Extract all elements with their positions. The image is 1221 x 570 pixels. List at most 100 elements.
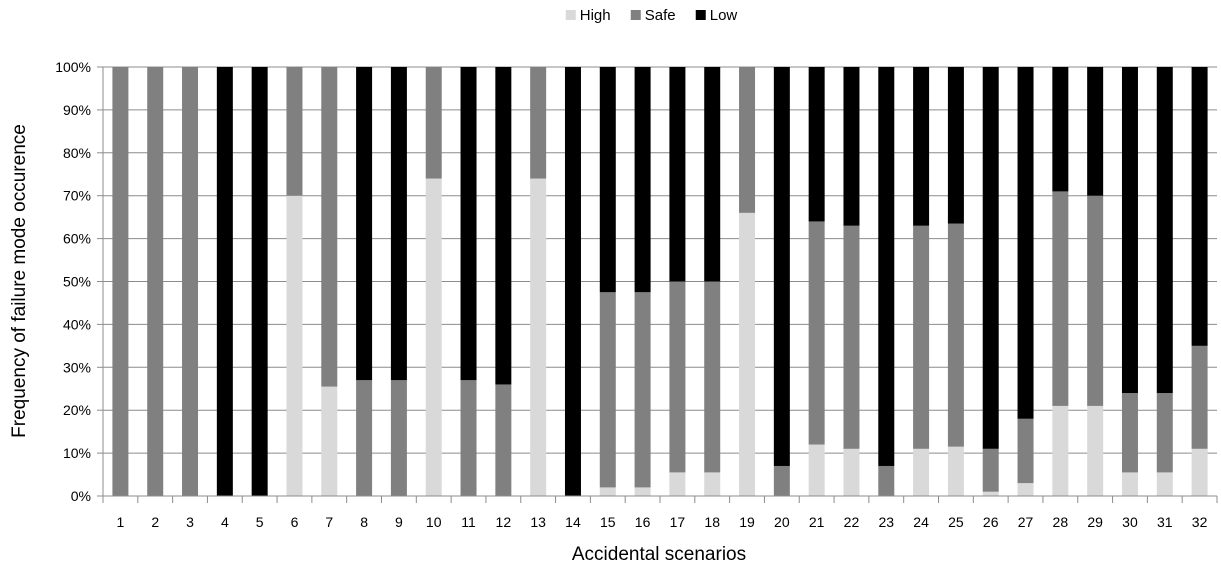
bar-segment-high [1156, 472, 1173, 496]
bar-segment-high [739, 212, 756, 497]
bar-segment-low [1052, 67, 1069, 192]
bar-segment-high [1017, 483, 1034, 496]
x-tick-label: 13 [530, 514, 546, 530]
x-tick-label: 31 [1157, 514, 1173, 530]
x-tick-label: 17 [670, 514, 686, 530]
bar-segment-high [425, 178, 442, 497]
x-tick-label: 19 [739, 514, 755, 530]
x-tick-label: 30 [1122, 514, 1138, 530]
x-tick-label: 23 [878, 514, 894, 530]
x-tick-label: 11 [461, 514, 476, 530]
bar-segment-safe [808, 221, 825, 445]
bar-segment-safe [773, 465, 790, 496]
bars [112, 67, 1208, 497]
gridlines [103, 66, 1217, 497]
bar-segment-high [530, 178, 547, 497]
y-tick-label: 50% [63, 274, 91, 290]
x-axis-title: Accidental scenarios [572, 544, 746, 565]
x-tick-label: 26 [983, 514, 999, 530]
bar-segment-low [913, 67, 930, 226]
bar-segment-low [599, 67, 616, 293]
bar-segment-high [599, 487, 616, 496]
bar-segment-safe [1191, 345, 1208, 449]
x-tick-label: 22 [844, 514, 860, 530]
bar-segment-safe [947, 223, 964, 447]
bar-segment-safe [599, 292, 616, 488]
bar-segment-low [390, 67, 407, 381]
bar-segment-safe [634, 292, 651, 488]
bar-segment-high [1087, 405, 1104, 496]
x-tick-label: 25 [948, 514, 964, 530]
bar-segment-high [1052, 405, 1069, 496]
legend-label: Safe [645, 7, 676, 24]
x-tick-label: 8 [360, 514, 368, 530]
bar-segment-low [216, 67, 233, 496]
bar-segment-high [669, 472, 686, 496]
bar-segment-safe [704, 281, 721, 473]
bar-segment-safe [460, 380, 477, 496]
y-tick-label: 80% [63, 145, 91, 161]
bar-segment-low [947, 67, 964, 224]
bar-segment-safe [1156, 393, 1173, 473]
x-tick-label: 4 [221, 514, 229, 530]
legend: High Safe Low [565, 7, 738, 24]
bar-segment-safe [112, 67, 129, 496]
bar-segment-high [982, 491, 999, 496]
y-tick-label: 60% [63, 231, 91, 247]
bar-segment-low [634, 67, 651, 293]
y-axis-title: Frequency of failure mode occurence [9, 124, 30, 438]
bar-segment-high [286, 195, 303, 496]
bar-segment-low [669, 67, 686, 282]
y-tick-label: 40% [63, 316, 91, 332]
legend-swatch [565, 10, 576, 20]
bar-segment-safe [913, 225, 930, 449]
bar-segment-low [251, 67, 268, 496]
bar-segment-low [982, 67, 999, 449]
x-tick-label: 3 [186, 514, 194, 530]
y-tick-label: 20% [63, 402, 91, 418]
y-tick-label: 70% [63, 188, 91, 204]
x-tick-label: 5 [256, 514, 264, 530]
bar-segment-low [1087, 67, 1104, 196]
bar-segment-high [808, 444, 825, 496]
legend-swatch [695, 10, 706, 20]
bar-segment-low [1017, 67, 1034, 419]
x-tick-label: 24 [913, 514, 929, 530]
bar-segment-safe [147, 67, 164, 496]
x-tick-label: 12 [496, 514, 512, 530]
bar-segment-low [808, 67, 825, 222]
bar-segment-low [564, 67, 581, 496]
bar-segment-high [1121, 472, 1138, 496]
bar-segment-low [1156, 67, 1173, 394]
bar-segment-low [1121, 67, 1138, 394]
x-tick-label: 7 [325, 514, 333, 530]
bar-segment-safe [1052, 191, 1069, 406]
bar-segment-safe [1017, 418, 1034, 484]
x-tick-label: 28 [1053, 514, 1069, 530]
bar-segment-low [878, 67, 895, 466]
bar-segment-low [495, 67, 512, 385]
bar-segment-high [1191, 448, 1208, 496]
x-tick-label: 29 [1087, 514, 1103, 530]
x-tick-label: 21 [809, 514, 825, 530]
y-tick-label: 30% [63, 359, 91, 375]
legend-label: Low [710, 7, 738, 24]
bar-segment-safe [321, 67, 338, 387]
bar-segment-safe [669, 281, 686, 473]
bar-segment-safe [286, 67, 303, 196]
bar-segment-safe [425, 67, 442, 179]
y-tick-label: 90% [63, 102, 91, 118]
bar-segment-high [843, 448, 860, 496]
bar-segment-safe [495, 384, 512, 496]
x-tick-label: 20 [774, 514, 790, 530]
x-tick-label: 6 [291, 514, 299, 530]
legend-label: High [580, 7, 611, 24]
y-tick-label: 100% [55, 59, 91, 75]
x-tick-label: 2 [151, 514, 159, 530]
x-tick-label: 18 [704, 514, 720, 530]
bar-segment-safe [182, 67, 199, 496]
bar-segment-safe [356, 380, 373, 496]
legend-swatch [630, 10, 641, 20]
bar-segment-high [634, 487, 651, 496]
x-tick-label: 16 [635, 514, 651, 530]
